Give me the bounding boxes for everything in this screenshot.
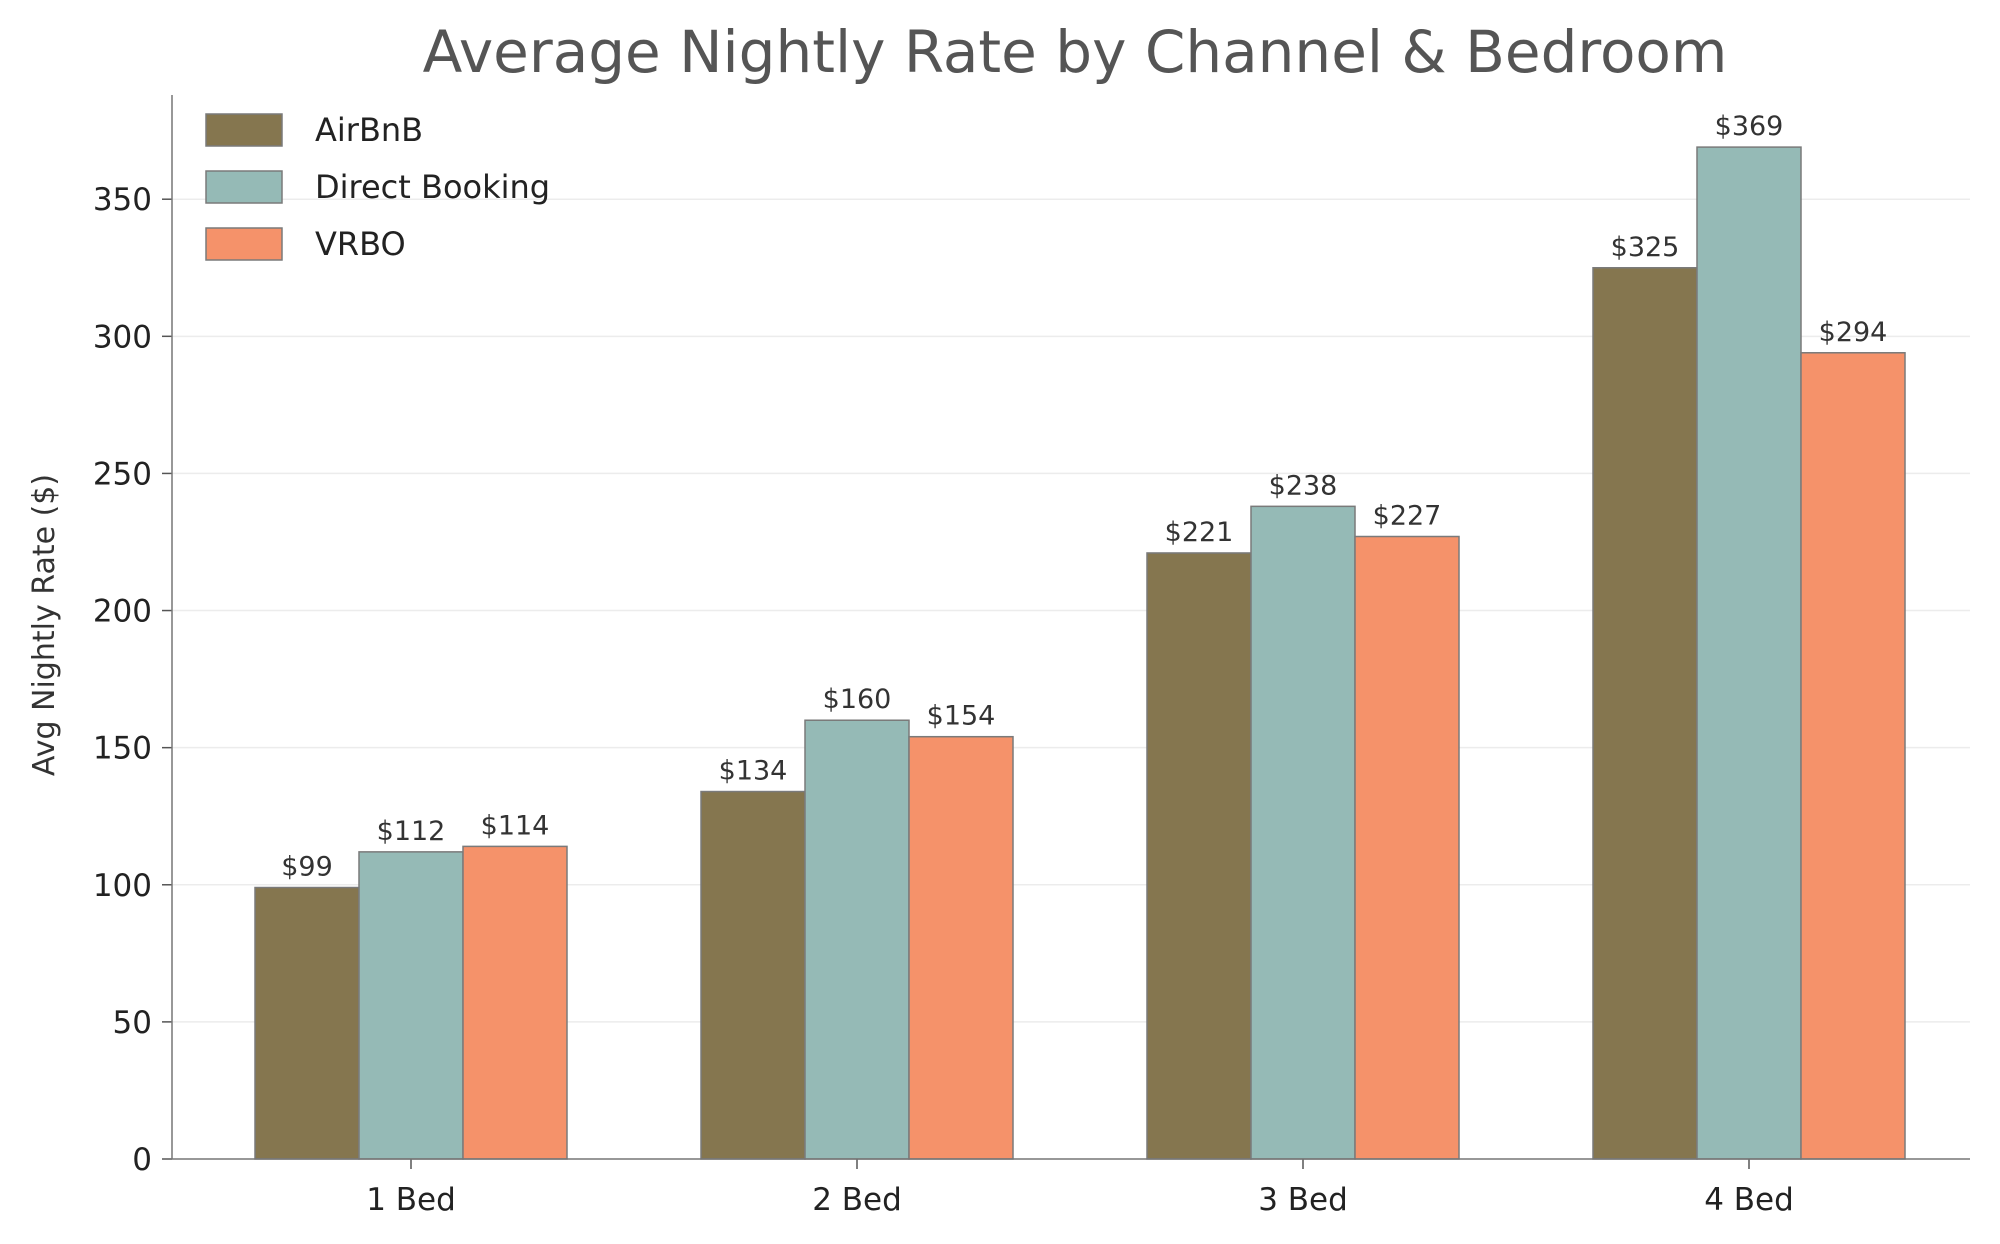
bar-airbnb-2-bed <box>700 790 806 1160</box>
bar-vrbo-4-bed <box>1800 352 1906 1160</box>
bar-airbnb-3-bed <box>1146 552 1252 1160</box>
bar-direct-booking-3-bed <box>1250 505 1356 1160</box>
legend-swatch-direct-booking <box>205 170 283 204</box>
axes <box>162 95 1970 1169</box>
data-label: $369 <box>1715 111 1784 142</box>
y-tick-label: 50 <box>113 1005 152 1041</box>
data-label: $160 <box>823 684 892 715</box>
data-label: $99 <box>281 852 333 883</box>
y-tick-label: 350 <box>93 182 152 218</box>
bar-direct-booking-4-bed <box>1696 146 1802 1160</box>
chart-title: Average Nightly Rate by Channel & Bedroo… <box>423 18 1728 86</box>
bar-direct-booking-1-bed <box>358 851 464 1160</box>
bars <box>254 146 1906 1160</box>
y-axis-label: Avg Nightly Rate ($) <box>27 474 62 776</box>
data-label: $227 <box>1373 501 1442 532</box>
legend-swatch-vrbo <box>205 227 283 261</box>
data-label: $114 <box>481 810 550 841</box>
legend-label-direct-booking: Direct Booking <box>315 168 550 206</box>
legend-label-vrbo: VRBO <box>315 225 406 263</box>
y-tick-label: 100 <box>93 868 152 904</box>
legend-label-airbnb: AirBnB <box>315 111 423 149</box>
data-label: $112 <box>377 816 446 847</box>
x-tick-label: 4 Bed <box>1704 1182 1794 1218</box>
data-labels: $99 $112 $114 $134 $160 $154 $221 $238 $227 $325 $… <box>281 111 1887 882</box>
data-label: $154 <box>927 701 996 732</box>
tick-labels: 0 50 100 150 200 250 300 350 1 Bed 2 Bed 3 Bed 4 Be… <box>93 182 1794 1218</box>
data-label: $134 <box>719 756 788 787</box>
y-tick-label: 0 <box>132 1142 152 1178</box>
data-label: $325 <box>1611 232 1680 263</box>
y-tick-label: 150 <box>93 731 152 767</box>
x-tick-label: 2 Bed <box>812 1182 902 1218</box>
x-tick-label: 1 Bed <box>366 1182 456 1218</box>
bar-direct-booking-2-bed <box>804 719 910 1160</box>
y-tick-label: 250 <box>93 456 152 492</box>
bar-airbnb-4-bed <box>1592 267 1698 1160</box>
y-tick-label: 300 <box>93 319 152 355</box>
bar-vrbo-2-bed <box>908 735 1014 1160</box>
legend-swatch-airbnb <box>205 113 283 147</box>
y-tick-label: 200 <box>93 594 152 630</box>
bar-vrbo-1-bed <box>462 845 568 1160</box>
bar-vrbo-3-bed <box>1354 535 1460 1160</box>
legend: AirBnB Direct Booking VRBO <box>205 111 550 263</box>
data-label: $238 <box>1269 470 1338 501</box>
data-label: $294 <box>1819 317 1888 348</box>
bar-airbnb-1-bed <box>254 886 360 1160</box>
x-tick-label: 3 Bed <box>1258 1182 1348 1218</box>
data-label: $221 <box>1165 517 1234 548</box>
